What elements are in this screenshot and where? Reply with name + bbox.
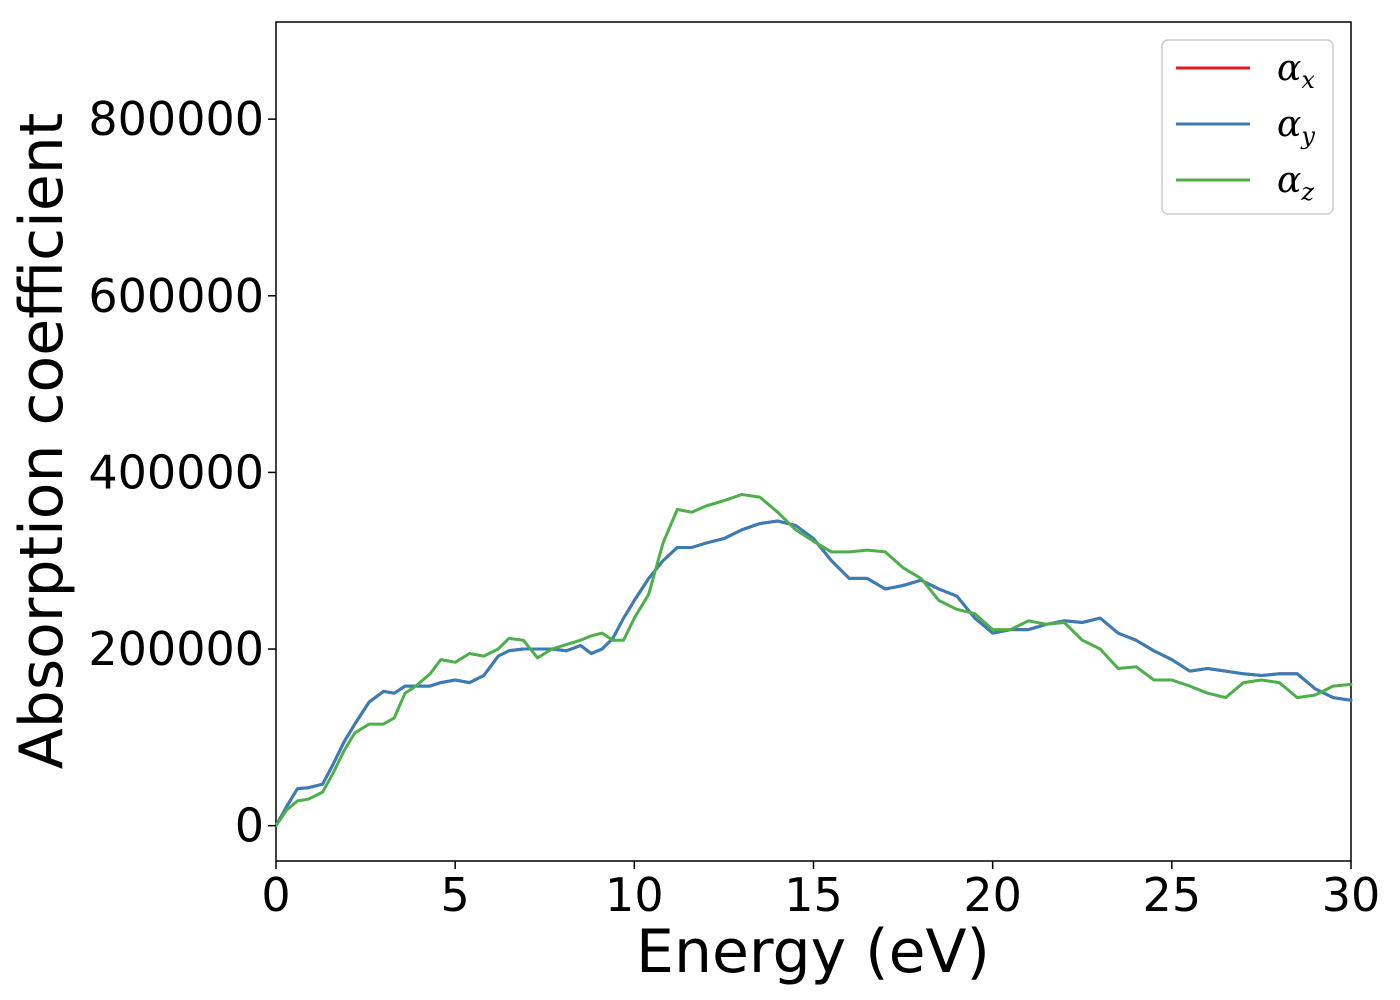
legend-box bbox=[1161, 39, 1334, 215]
x-tick-label: 10 bbox=[605, 868, 664, 922]
x-axis-title: Energy (eV) bbox=[636, 917, 990, 987]
y-tick-label: 200000 bbox=[88, 622, 264, 676]
x-axis: 0 5 10 15 20 25 30 bbox=[261, 861, 1380, 922]
y-axis-title: Absorption coefficient bbox=[7, 113, 77, 770]
x-tick-label: 30 bbox=[1322, 868, 1381, 922]
y-tick-label: 0 bbox=[235, 799, 264, 853]
legend-label-x: αx bbox=[1277, 48, 1315, 94]
x-tick-label: 15 bbox=[784, 868, 843, 922]
legend-label-z: αz bbox=[1277, 160, 1314, 206]
x-tick-label: 5 bbox=[441, 868, 470, 922]
y-tick-label: 400000 bbox=[88, 445, 264, 499]
legend-label-y: αy bbox=[1277, 104, 1315, 150]
y-tick-label: 800000 bbox=[88, 92, 264, 146]
series-line-z bbox=[274, 493, 1353, 828]
x-tick-label: 25 bbox=[1143, 868, 1202, 922]
y-axis: 0 200000 400000 600000 800000 bbox=[88, 92, 276, 853]
x-tick-label: 20 bbox=[963, 868, 1022, 922]
series-layer bbox=[274, 493, 1353, 828]
legend: αx αy αz bbox=[1161, 39, 1334, 215]
y-tick-label: 600000 bbox=[88, 269, 264, 323]
x-tick-label: 0 bbox=[261, 868, 290, 922]
series-line-y bbox=[274, 519, 1353, 828]
